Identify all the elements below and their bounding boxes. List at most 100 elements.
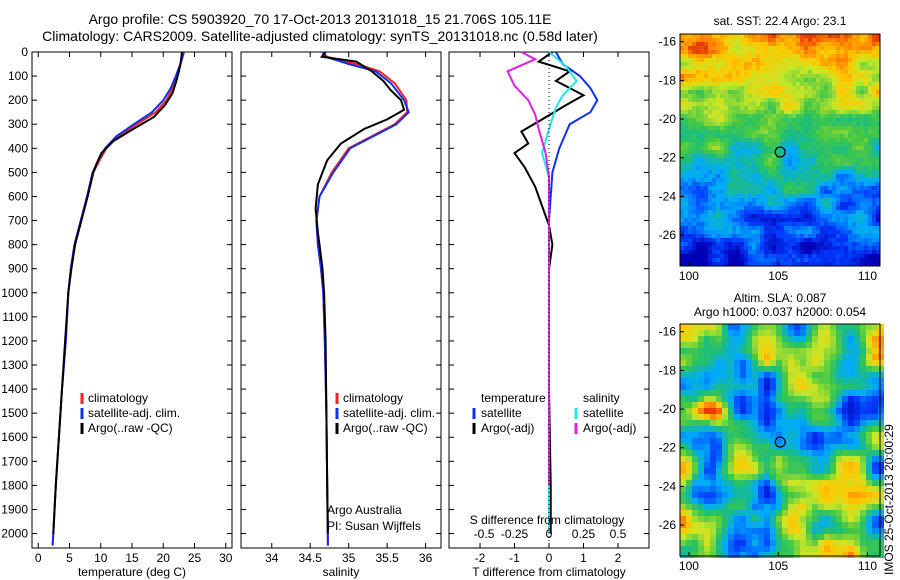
x-tick-label: 36 — [419, 551, 433, 565]
side-stamp: IMOS 25-Oct-2013 20:00:29 — [882, 424, 896, 575]
x-axis-label: temperature (deg C) — [78, 565, 186, 579]
heatmap-cells — [680, 324, 884, 558]
argo-position-marker — [774, 146, 786, 158]
y-tick-label: 900 — [8, 262, 28, 276]
page-title: Argo profile: CS 5903920_70 17-Oct-2013 … — [88, 11, 552, 27]
y-tick-label: -18 — [659, 363, 677, 377]
y-tick-label: 800 — [8, 238, 28, 252]
y-tick-label: 1700 — [1, 454, 28, 468]
y-tick-label: 100 — [8, 69, 28, 83]
y-tick-label: -16 — [659, 325, 677, 339]
x-tick-label-salinity: -0.5 — [474, 527, 495, 541]
x-tick-label: 35 — [342, 551, 356, 565]
y-tick-label: 700 — [8, 214, 28, 228]
y-tick-label: 400 — [8, 141, 28, 155]
series-line-argo-raw-qc- — [52, 51, 183, 534]
x-tick-label: 110 — [858, 269, 877, 283]
legend-label: climatology — [343, 391, 403, 405]
x-tick-label: 0 — [35, 551, 42, 565]
legend-label: Argo(-adj) — [583, 421, 636, 435]
x-tick-label: 2 — [615, 551, 622, 565]
y-tick-label: -24 — [659, 479, 677, 493]
y-tick-label: 500 — [8, 165, 28, 179]
heatmap-cells — [680, 34, 880, 266]
sst-map: 100 105 110 -16 -18 -20 -22 -24 -26 sat. SST: 22.… — [659, 14, 881, 283]
y-tick-label: -26 — [659, 228, 677, 242]
y-tick-label: 0 — [21, 45, 28, 59]
x-tick-label: 105 — [768, 269, 788, 283]
x-tick-label-salinity: 0 — [546, 527, 553, 541]
map-panels: 100 105 110 -16 -18 -20 -22 -24 -26 sat. SST: 22.… — [659, 14, 884, 573]
legend-label: Argo(..raw -QC) — [88, 421, 173, 435]
annotation-line: PI: Susan Wijffels — [327, 519, 421, 533]
legend-label: climatology — [88, 391, 148, 405]
x-tick-label: 0 — [546, 551, 553, 565]
x-tick-label: 34 — [265, 551, 279, 565]
y-tick-label: 1300 — [1, 358, 28, 372]
x-tick-label-salinity: 0.5 — [610, 527, 627, 541]
x-axis-label: salinity — [323, 565, 360, 579]
x-axis-label-top: S difference from climatology — [470, 513, 625, 527]
y-tick-label: 300 — [8, 117, 28, 131]
temperature-panel: 0 5 10 15 20 25 300100200300400500600700800900… — [1, 45, 232, 579]
x-tick-label: 15 — [125, 551, 139, 565]
x-tick-label: -1 — [509, 551, 520, 565]
legend-label: satellite — [583, 406, 624, 420]
plot-frame — [31, 51, 233, 549]
legend-heading: salinity — [583, 391, 620, 405]
series-line-argo-raw-qc- — [314, 51, 406, 534]
map-subtitle: Argo h1000: 0.037 h2000: 0.054 — [694, 305, 866, 319]
legend-label: Argo(-adj) — [481, 421, 534, 435]
x-tick-label: -2 — [475, 551, 486, 565]
y-tick-label: 1400 — [1, 382, 28, 396]
y-tick-label: 1000 — [1, 286, 28, 300]
x-axis-label: T difference from climatology — [472, 565, 626, 579]
x-tick-label: 34.5 — [299, 551, 323, 565]
y-tick-label: -24 — [659, 189, 677, 203]
y-tick-label: -26 — [659, 518, 677, 532]
x-tick-label: 35.5 — [375, 551, 399, 565]
difference-panel: -2 -1 0 1 2T difference from climatology -0.5… — [448, 51, 650, 579]
y-tick-label: 1800 — [1, 478, 28, 492]
plot-frame — [240, 51, 442, 549]
annotation-line: Argo Australia — [327, 503, 402, 517]
x-tick-label: 1 — [580, 551, 587, 565]
legend-label: satellite-adj. clim. — [343, 406, 435, 420]
y-tick-label: 2000 — [1, 527, 28, 541]
page-subtitle: Climatology: CARS2009. Satellite-adjuste… — [42, 28, 598, 44]
y-tick-label: 1200 — [1, 334, 28, 348]
salinity-panel: 34 34.5 35 35.5 36 salinity climatologysatelli… — [240, 51, 442, 579]
x-tick-label: 105 — [768, 559, 788, 573]
x-tick-label: 110 — [858, 559, 877, 573]
y-tick-label: -20 — [659, 402, 677, 416]
argo-position-marker — [774, 436, 786, 448]
y-tick-label: -16 — [659, 35, 677, 49]
legend-label: satellite-adj. clim. — [88, 406, 180, 420]
y-tick-label: -22 — [659, 151, 677, 165]
x-tick-label: 100 — [679, 269, 699, 283]
y-tick-label: 1900 — [1, 502, 28, 516]
x-tick-label: 5 — [66, 551, 73, 565]
map-frame — [679, 33, 881, 267]
y-tick-label: 1600 — [1, 430, 28, 444]
x-tick-label-salinity: -0.25 — [501, 527, 529, 541]
y-tick-label: 1500 — [1, 406, 28, 420]
y-tick-label: 200 — [8, 93, 28, 107]
legend-heading: temperature — [481, 391, 546, 405]
x-tick-label: 25 — [188, 551, 202, 565]
y-tick-label: -22 — [659, 441, 677, 455]
x-tick-label: 30 — [219, 551, 233, 565]
y-tick-label: -18 — [659, 73, 677, 87]
y-tick-label: 1100 — [2, 310, 28, 324]
x-tick-label: 20 — [157, 551, 171, 565]
y-tick-label: -20 — [659, 112, 677, 126]
x-tick-label-salinity: 0.25 — [572, 527, 596, 541]
map-title: Altim. SLA: 0.087 — [734, 291, 827, 305]
sla-map: 100 105 110 -16 -18 -20 -22 -24 -26 Altim. SLA: 0… — [659, 291, 884, 573]
profile-panels: 0 5 10 15 20 25 300100200300400500600700800900… — [1, 45, 650, 579]
x-tick-label: 10 — [94, 551, 108, 565]
legend-label: satellite — [481, 406, 522, 420]
legend-label: Argo(..raw -QC) — [343, 421, 428, 435]
x-tick-label: 100 — [679, 559, 699, 573]
